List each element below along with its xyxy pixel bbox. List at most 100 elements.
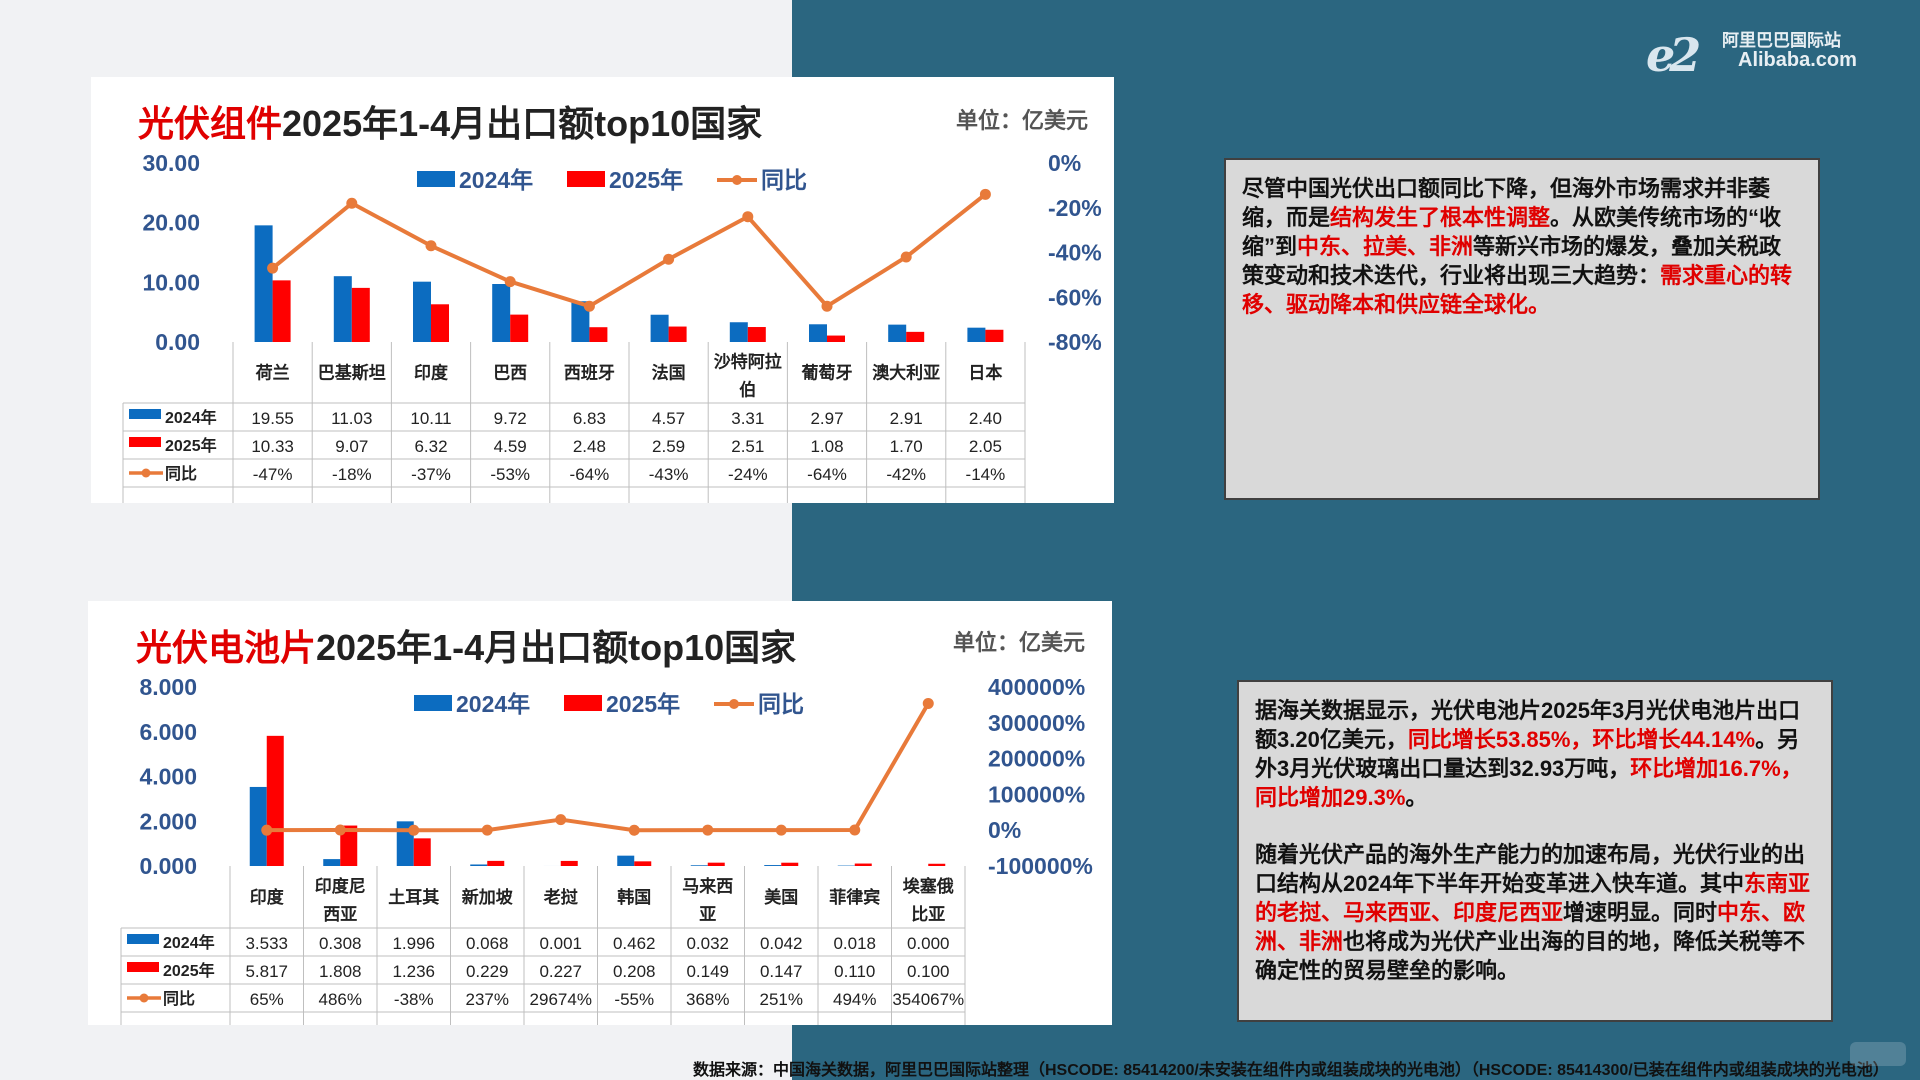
yoy-point [261,824,273,836]
table-cell: 19.55 [251,409,294,428]
table-cell: 4.59 [494,437,527,456]
bar-2025 [827,335,845,342]
yoy-point [267,262,279,274]
bar-2025 [431,304,449,342]
bar-2025 [351,287,370,342]
bar-2025 [747,327,766,342]
table-cell: 2.97 [810,409,843,428]
bar-2025 [634,861,652,866]
bar-2025 [510,314,529,342]
table-cell: 0.032 [686,934,729,953]
table-cell: 0.042 [760,934,803,953]
table-cell: 5.817 [245,962,288,981]
legend-marker-yoy [729,699,739,709]
table-row-header: 同比 [163,990,195,1008]
table-cell: 0.229 [466,962,509,981]
right-axis-tick: 300000% [988,710,1085,736]
left-axis-tick: 8.000 [139,674,197,700]
row-swatch-2025 [127,962,159,972]
category-label: 老挝 [543,887,579,907]
yoy-point [821,300,833,312]
body-text: 尽管中国光伏出口额同比下降，但海外市场需求并非萎缩，而是 [1242,176,1771,230]
highlight-text: 中东、欧洲、非洲 [1255,900,1806,954]
body-text: 。 [1405,785,1428,810]
bar-2024 [888,324,907,342]
table-cell: 6.83 [573,409,606,428]
bar-2024 [690,865,708,866]
table-cell: 0.000 [907,934,950,953]
table-cell: 0.147 [760,962,803,981]
category-label: 巴西 [493,364,527,383]
table-row-header: 2025年 [163,961,215,980]
table-cell: 1.70 [890,437,923,456]
yoy-point [849,824,861,836]
yoy-point [481,824,493,836]
unit-label: 单位：亿美元 [956,108,1089,133]
category-label: 葡萄牙 [801,363,853,383]
yoy-point [555,814,567,826]
table-cell: 2.05 [969,437,1002,456]
category-label: 新加坡 [462,887,513,907]
data-source-footer: 数据来源：中国海关数据，阿里巴巴国际站整理（HSCODE: 85414200/未… [693,1062,1889,1079]
table-cell: 494% [833,990,876,1009]
legend-label-2024: 2024年 [459,167,533,193]
table-cell: 354067% [892,990,964,1009]
bar-2025 [668,326,687,342]
right-axis-tick: 0% [1048,150,1081,176]
yoy-line [271,192,987,309]
body-text: 等新兴市场的爆发，叠加关税政策变动和技术迭代，行业将出现三大趋势： [1242,234,1782,288]
yoy-line [266,702,930,833]
table-cell: -18% [332,465,372,484]
legend-swatch-2024 [414,695,452,711]
table-cell: 29674% [530,990,592,1009]
analysis-paragraph-1: 据海关数据显示，光伏电池片2025年3月光伏电池片出口额3.20亿美元，同比增长… [1255,696,1815,812]
table-cell: -53% [490,465,530,484]
analysis-paragraph: 尽管中国光伏出口额同比下降，但海外市场需求并非萎缩，而是结构发生了根本性调整。从… [1242,174,1802,319]
bar-2025 [340,825,358,866]
chart-title: 光伏组件2025年1-4月出口额top10国家 [138,95,762,147]
body-text: 据海关数据显示，光伏电池片2025年3月光伏电池片出口额3.20亿美元， [1255,698,1801,752]
legend-label-yoy: 同比 [758,691,804,717]
bar-2025 [906,331,925,342]
category-label: 日本 [968,363,1002,383]
table-cell: 486% [319,990,362,1009]
category-label: 埃塞俄比亚 [903,876,954,924]
table-cell: 65% [250,990,284,1009]
table-cell: 2.48 [573,437,606,456]
table-cell: -14% [966,465,1006,484]
category-label: 西班牙 [564,364,615,383]
legend-label-yoy: 同比 [761,167,807,193]
table-cell: 0.018 [833,934,876,953]
table-cell: 368% [686,990,729,1009]
right-axis-tick: 0% [988,817,1021,843]
category-label: 印度 [414,363,449,383]
row-marker-yoy [141,468,151,478]
chart-svg: 8.000 6.000 4.000 2.000 0.000 400000% 300000% 2… [120,674,1093,1025]
table-cell: -64% [570,465,610,484]
chart-title-rest: 2025年1-4月出口额top10国家 [282,103,763,144]
row-swatch-2024 [127,934,159,944]
highlight-text: 东南亚的老挝、马来西亚、印度尼西亚 [1255,871,1810,925]
category-label: 菲律宾 [829,887,880,907]
category-label: 荷兰 [256,363,290,383]
table-cell: 0.068 [466,934,509,953]
table-cell: 3.31 [731,409,764,428]
bar-2024 [617,855,635,866]
bar-2025 [854,863,872,866]
legend-label-2025: 2025年 [609,167,683,193]
bar-2025 [487,860,505,866]
logo-en-text: Alibaba.com [1738,49,1857,71]
yoy-point [504,276,516,288]
yoy-point [334,824,346,836]
table-row-header: 同比 [165,465,197,483]
analysis-paragraph-2: 随着光伏产品的海外生产能力的加速布局，光伏行业的出口结构从2024年下半年开始变… [1255,840,1815,985]
chart-title-highlight: 光伏组件 [138,103,283,144]
row-marker-yoy [139,993,149,1003]
left-axis-tick: 20.00 [142,210,200,236]
bar-2024 [650,314,669,342]
bar-2024 [323,859,341,866]
highlight-text: 中东、拉美、非洲 [1297,234,1474,259]
left-axis-tick: 0.00 [155,329,200,355]
watermark-badge [1850,1042,1906,1066]
highlight-text: 需求重心的转移、驱动降本和供应链全球化。 [1242,263,1793,317]
